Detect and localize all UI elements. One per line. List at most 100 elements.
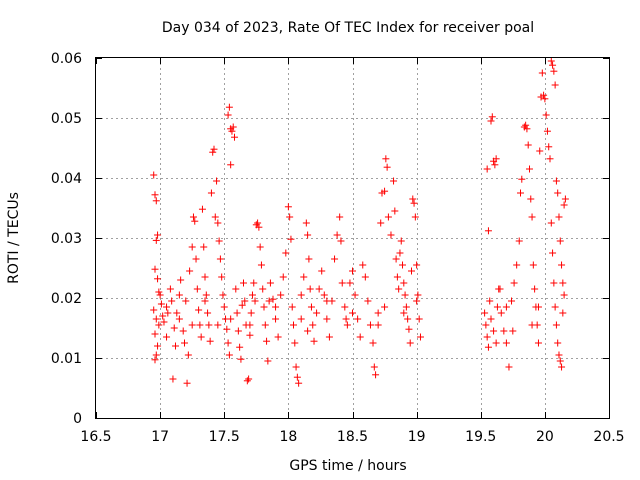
data-point — [500, 327, 508, 335]
data-point — [556, 237, 564, 245]
y-tick-label: 0.04 — [51, 171, 82, 187]
y-tick-label: 0.05 — [51, 111, 82, 127]
chart-title: Day 034 of 2023, Rate Of TEC Index for r… — [162, 20, 534, 36]
data-point — [392, 255, 400, 263]
data-point — [547, 219, 555, 227]
x-tick-label: 18 — [279, 429, 297, 445]
data-point — [256, 243, 264, 251]
data-point — [536, 147, 544, 155]
data-point — [483, 165, 491, 173]
data-point — [309, 321, 317, 329]
data-point — [152, 315, 160, 323]
x-tick-label: 17.5 — [209, 429, 240, 445]
data-point — [306, 285, 314, 293]
data-point — [492, 339, 500, 347]
data-point — [206, 337, 214, 345]
data-point — [333, 231, 341, 239]
data-point — [163, 303, 171, 311]
data-point — [238, 301, 246, 309]
data-point — [263, 337, 271, 345]
data-point — [255, 223, 263, 231]
data-point — [286, 213, 294, 221]
data-point — [492, 155, 500, 163]
data-point — [381, 187, 389, 195]
data-point — [366, 321, 374, 329]
data-point — [152, 197, 160, 205]
data-point — [179, 327, 187, 335]
data-point — [191, 217, 199, 225]
data-point — [207, 189, 215, 197]
data-point — [302, 219, 310, 227]
data-point — [247, 309, 255, 317]
data-point — [265, 297, 273, 305]
data-point — [233, 309, 241, 317]
data-point — [484, 227, 492, 235]
data-point — [410, 199, 418, 207]
data-point — [550, 279, 558, 287]
data-point — [209, 148, 217, 156]
data-point — [486, 297, 494, 305]
x-tick-label: 19.5 — [465, 429, 496, 445]
data-point — [297, 291, 305, 299]
data-point — [554, 189, 562, 197]
data-point — [304, 231, 312, 239]
data-point — [320, 291, 328, 299]
data-point — [372, 371, 380, 379]
data-point — [305, 255, 313, 263]
data-point — [251, 297, 259, 305]
y-tick-label: 0.02 — [51, 291, 82, 307]
data-point — [150, 171, 158, 179]
data-point — [277, 291, 285, 299]
data-point — [404, 315, 412, 323]
data-point — [349, 309, 356, 317]
data-point — [290, 321, 298, 329]
data-point — [517, 189, 525, 197]
data-point — [337, 237, 345, 245]
data-point — [173, 309, 181, 317]
data-point — [304, 327, 312, 335]
data-point — [416, 333, 424, 341]
data-point — [555, 213, 563, 221]
data-point — [496, 285, 504, 293]
data-point — [293, 373, 301, 381]
data-point — [291, 339, 299, 347]
data-point — [154, 342, 162, 350]
data-point — [483, 333, 491, 341]
data-point — [493, 303, 501, 311]
data-point — [225, 103, 233, 111]
data-point — [292, 363, 300, 371]
data-point — [196, 321, 204, 329]
data-point — [315, 285, 323, 293]
data-point — [195, 306, 203, 314]
data-point — [552, 177, 560, 185]
data-point — [491, 161, 499, 169]
data-point — [310, 337, 318, 345]
x-tick-label: 19 — [408, 429, 426, 445]
data-point — [243, 377, 251, 385]
data-point — [560, 201, 568, 209]
data-point — [175, 291, 183, 299]
data-point — [323, 315, 331, 323]
data-point — [547, 57, 555, 65]
y-tick-label: 0.06 — [51, 51, 82, 67]
data-point — [272, 315, 280, 323]
data-point — [384, 213, 392, 221]
data-point — [260, 303, 268, 311]
data-point — [364, 297, 372, 305]
data-point — [214, 321, 222, 329]
data-point — [387, 231, 395, 239]
data-point — [411, 213, 419, 221]
data-point — [288, 303, 296, 311]
data-point — [531, 285, 539, 293]
data-point — [515, 237, 523, 245]
data-point — [490, 327, 498, 335]
data-point — [559, 309, 567, 317]
data-point — [193, 285, 201, 293]
data-point — [177, 276, 185, 284]
data-point — [540, 91, 548, 99]
data-point — [183, 379, 191, 387]
x-tick-label: 20.5 — [593, 429, 624, 445]
data-point — [261, 321, 269, 329]
data-point — [160, 318, 168, 326]
